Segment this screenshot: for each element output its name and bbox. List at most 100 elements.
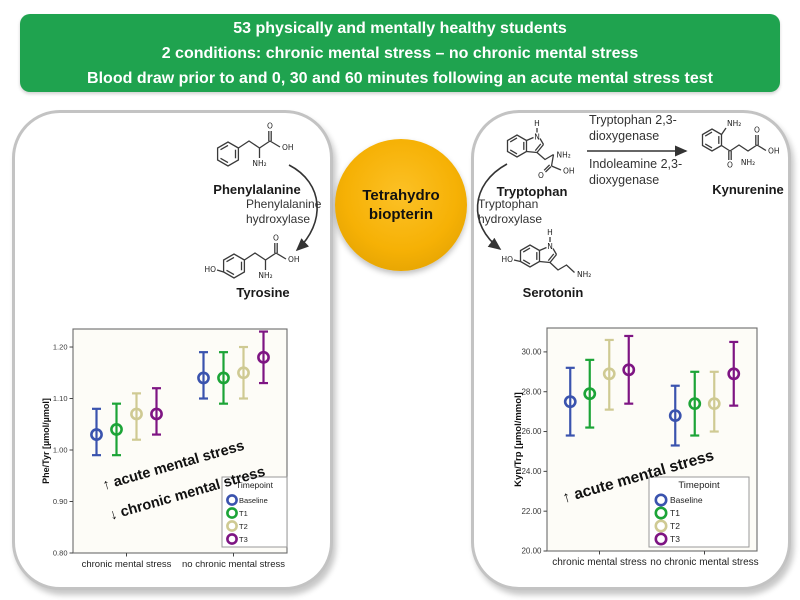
- atom-h: H: [534, 119, 540, 128]
- atom-ho: HO: [204, 265, 216, 274]
- enzyme-text: dioxygenase: [589, 173, 660, 187]
- x-category-label: no chronic mental stress: [650, 557, 758, 568]
- legend-label: T1: [239, 509, 248, 518]
- legend-marker: [654, 532, 668, 546]
- atom-o: O: [267, 122, 273, 131]
- legend-title: Timepoint: [236, 480, 274, 490]
- y-axis-label: Kyn/Trp [µmol/mmol]: [513, 392, 524, 487]
- enzyme-text: Indoleamine 2,3-: [589, 157, 683, 171]
- mean-marker: [707, 397, 721, 411]
- tryptophan-structure: H N NH₂ O OH: [506, 119, 575, 180]
- atom-h: H: [547, 228, 553, 237]
- atom-o: O: [538, 171, 544, 180]
- mean-marker: [110, 423, 123, 436]
- atom-nh2: NH₂: [557, 151, 571, 160]
- y-tick-label: 1.10: [53, 394, 68, 403]
- enzyme-text: Tryptophan 2,3-: [589, 113, 677, 127]
- cofactor-line-2: biopterin: [368, 206, 434, 223]
- atom-n: N: [547, 242, 553, 251]
- kynurenine-label: Kynurenine: [712, 182, 784, 197]
- mean-marker: [668, 409, 682, 423]
- atom-oh: OH: [563, 167, 575, 176]
- kyn-trp-chart: 20.00 22.00 24.00 26.00 28.00 30.00 chronic me…: [513, 327, 759, 568]
- atom-n: N: [534, 133, 540, 142]
- legend-marker: [226, 520, 238, 532]
- y-tick-label: 24.00: [521, 467, 542, 476]
- y-tick-label: 28.00: [521, 387, 542, 396]
- y-tick-label: 26.00: [521, 427, 542, 436]
- serotonin-label: Serotonin: [522, 285, 584, 300]
- legend-label: Baseline: [239, 496, 268, 505]
- atom-o: O: [754, 126, 760, 135]
- legend-marker: [654, 519, 668, 533]
- mean-marker: [197, 371, 210, 385]
- mean-marker: [622, 363, 636, 377]
- mean-marker: [217, 371, 230, 385]
- serotonin-structure: HO H N NH₂: [501, 228, 591, 279]
- atom-o: O: [727, 161, 733, 170]
- y-tick-label: 0.90: [53, 497, 68, 506]
- x-category-label: no chronic mental stress: [182, 559, 285, 570]
- atom-oh: OH: [288, 255, 300, 264]
- mean-marker: [150, 407, 163, 421]
- banner-line-2: 2 conditions: chronic mental stress – no…: [161, 44, 639, 62]
- phenylalanine-label: Phenylalanine: [213, 182, 301, 197]
- atom-oh: OH: [768, 147, 780, 156]
- legend-marker: [654, 493, 668, 507]
- y-tick-label: 1.00: [53, 446, 68, 455]
- kynurenine-structure: NH₂ O NH₂ O OH: [701, 119, 780, 170]
- legend-label: T2: [670, 521, 680, 531]
- legend-marker: [654, 506, 668, 520]
- legend-label: T3: [239, 535, 248, 544]
- atom-nh2: NH₂: [741, 158, 755, 167]
- y-tick-label: 1.20: [53, 343, 68, 352]
- enzyme-text: hydroxylase: [246, 212, 311, 226]
- x-category-label: chronic mental stress: [82, 559, 172, 570]
- tetrahydrobiopterin-circle: Tetrahydro biopterin: [335, 139, 467, 271]
- legend-label: T1: [670, 508, 680, 518]
- legend-marker: [226, 507, 238, 519]
- indoleamine-dioxygenase-label: Indoleamine 2,3- dioxygenase: [589, 156, 682, 188]
- atom-nh2: NH₂: [258, 271, 272, 280]
- phenylalanine-hydroxylase-label: Phenylalanine hydroxylase: [246, 197, 321, 227]
- atom-nh2: NH₂: [577, 270, 591, 279]
- legend-label: T2: [239, 522, 248, 531]
- tyrosine-structure: HO O OH NH₂: [204, 234, 300, 281]
- atom-nh2: NH₂: [727, 119, 741, 128]
- atom-oh: OH: [282, 143, 294, 152]
- banner-line-3: Blood draw prior to and 0, 30 and 60 min…: [87, 69, 713, 87]
- phe-tyr-chart: 0.80 0.90 1.00 1.10 1.20 chronic mental stres…: [41, 328, 288, 570]
- mean-marker: [688, 397, 702, 411]
- tyrosine-label: Tyrosine: [236, 285, 290, 300]
- legend-title: Timepoint: [678, 480, 720, 491]
- tryptophan-dioxygenase-label: Tryptophan 2,3- dioxygenase: [589, 112, 677, 144]
- banner-line-1: 53 physically and mentally healthy stude…: [233, 19, 567, 37]
- mean-marker: [130, 407, 143, 421]
- y-tick-label: 30.00: [521, 347, 542, 356]
- y-tick-label: 22.00: [521, 507, 542, 516]
- y-tick-label: 0.80: [53, 549, 68, 558]
- mean-marker: [257, 350, 270, 364]
- legend-label: T3: [670, 534, 680, 544]
- phenylalanine-structure: O OH NH₂: [216, 122, 294, 168]
- legend-marker: [226, 494, 238, 506]
- enzyme-text: hydroxylase: [478, 212, 543, 226]
- tryptophan-label: Tryptophan: [496, 184, 568, 199]
- mean-marker: [90, 428, 103, 441]
- cofactor-line-1: Tetrahydro: [362, 187, 440, 204]
- tryptophan-hydroxylase-label: Tryptophan hydroxylase: [478, 197, 542, 227]
- enzyme-text: Tryptophan: [478, 197, 539, 211]
- atom-o: O: [273, 234, 279, 243]
- mean-marker: [563, 395, 577, 409]
- mean-marker: [237, 366, 250, 380]
- atom-nh2: NH₂: [252, 159, 266, 168]
- mean-marker: [727, 367, 741, 381]
- y-axis-label: Phe/Tyr [µmol/µmol]: [41, 398, 51, 484]
- enzyme-text: dioxygenase: [589, 129, 660, 143]
- x-category-label: chronic mental stress: [552, 557, 646, 568]
- mean-marker: [602, 367, 616, 381]
- legend-label: Baseline: [670, 495, 703, 505]
- mean-marker: [583, 387, 597, 401]
- study-summary-banner: 53 physically and mentally healthy stude…: [20, 14, 780, 92]
